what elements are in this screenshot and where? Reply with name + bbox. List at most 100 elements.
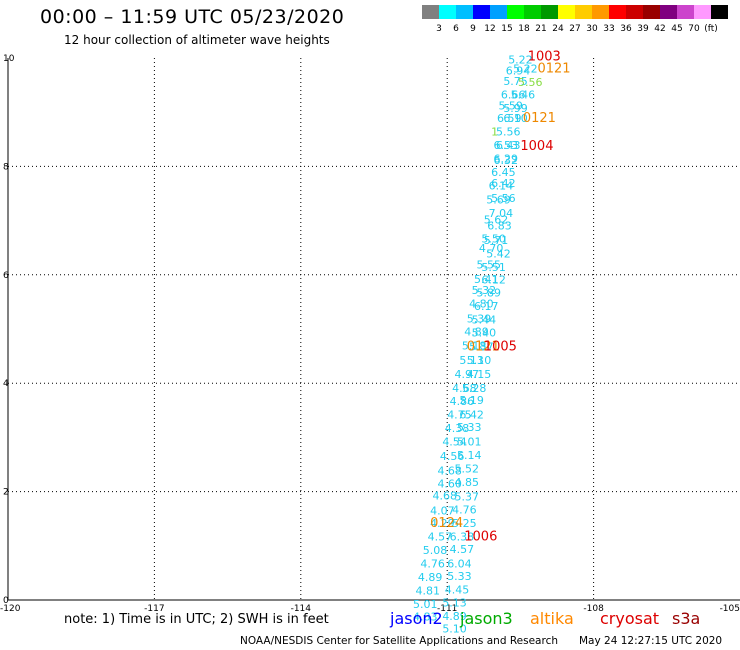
data-label-jason2: 5.08 [423,544,448,557]
data-label-jason2: 5.89 [476,286,501,299]
data-label-altika: 0121 [467,340,500,355]
data-label-jason2: 5.39 [467,312,492,325]
legend-s3a: s3a [672,609,701,628]
data-label-jason2: 5.37 [469,341,494,354]
data-label-jason2: 4.81 [415,585,440,598]
colorbar-swatch [609,5,626,19]
data-label-jason2: 6.94 [506,64,531,77]
data-label-jason2: 5.19 [459,394,484,407]
data-label-jason2: 5.46 [511,89,536,102]
y-tick-label: 4 [3,379,9,389]
data-label-jason2: 5.40 [472,327,497,340]
data-label-jason2: 4.45 [445,583,470,596]
data-label-jason2: 4.76 [420,557,445,570]
data-label-altika: 0121 [537,62,570,77]
chart-title: 00:00 – 11:59 UTC 05/23/2020 [40,6,345,28]
x-tick-label: -114 [291,604,312,614]
data-label-jason2: 4.70 [479,242,504,255]
data-label-jason2: 4.68 [437,464,462,477]
data-label-jason2: 6.42 [491,177,516,190]
data-label-jason2: 6.83 [487,219,512,232]
data-label-jason2: 5.50 [481,232,506,245]
colorbar-swatch [507,5,524,19]
data-label-jason2: 5.71 [484,234,509,247]
data-label-jason2: 5.55 [476,258,501,271]
data-label-jason2: 4.57 [428,530,453,543]
data-label-jason2: 4.86 [450,395,475,408]
x-tick-label: -111 [437,604,457,614]
data-label-jason2: 4.85 [455,476,480,489]
data-label-jason2: 6.42 [459,408,484,421]
legend-jason2: jason2 [390,609,443,628]
data-label-jason2: 5.22 [508,53,533,66]
colorbar-swatch [524,5,541,19]
generated-timestamp: May 24 12:27:15 UTC 2020 [579,635,723,647]
colorbar-swatch [677,5,694,19]
colorbar-label: 18 [518,24,530,34]
colorbar-label: 15 [501,24,512,34]
data-label-jason2: 5.59 [498,99,523,112]
data-label-cryosat: 1003 [528,50,561,65]
colorbar-swatch [541,5,558,19]
data-label-jason2: 4.56 [440,450,465,463]
y-tick-label: 2 [3,488,9,498]
colorbar-swatch [694,5,711,19]
data-label-altika: 0121 [523,111,556,126]
y-tick-label: 0 [3,596,9,606]
legend-jason3: jason3 [460,609,513,628]
data-label-jason2: 6.66 [501,89,526,102]
data-label-jason3: 1 [491,126,498,139]
colorbar-label: 42 [654,24,665,34]
data-label-jason2: 4.07 [430,504,455,517]
colorbar-label: 21 [535,24,546,34]
colorbar-label: 9 [470,24,476,34]
x-tick-label: -117 [144,604,164,614]
data-label-jason3: 5.56 [518,76,543,89]
legend-altika: altika [530,609,574,628]
data-label-jason2: 6.14 [489,180,514,193]
x-tick-label: -120 [0,604,21,614]
data-label-jason2: 5.01 [457,436,482,449]
y-tick-label: 10 [3,54,15,64]
data-label-jason2: 5.10 [442,623,467,636]
data-label-jason2: 5.42 [486,247,511,260]
colorbar-label: (ft) [704,24,718,34]
colorbar-label: 39 [637,24,649,34]
data-label-jason2: 6.53 [494,139,519,152]
data-label-jason2: 6.12 [481,273,506,286]
data-label-jason2: 4.15 [467,368,492,381]
colorbar-swatch [575,5,592,19]
data-label-jason2: 5.33 [457,421,482,434]
data-label-jason2: 5.14 [457,449,482,462]
data-label-jason2: 5.75 [503,75,528,88]
data-label-jason2: 5.13 [442,597,467,610]
data-label-jason2: 6.04 [447,557,472,570]
data-label-jason2: 5.62 [484,213,509,226]
data-label-jason2: 5.10 [467,354,492,367]
data-label-jason2: 4.68 [452,382,477,395]
data-label-jason2: 5.22 [513,63,538,76]
data-label-jason2: 6.38 [450,530,475,543]
data-label-jason2: 6.10 [503,112,528,125]
data-label-jason2: 4.89 [464,326,489,339]
colorbar-label: 24 [552,24,564,34]
colorbar-label: 70 [688,24,700,34]
data-label-jason2: 5.32 [472,284,497,297]
data-label-jason2: 5.33 [447,570,472,583]
colorbar-label: 30 [586,24,598,34]
data-label-jason2: 6.59 [497,112,522,125]
data-label-jason2: 4.29 [430,517,455,530]
colorbar-label: 36 [620,24,632,34]
x-tick-label: -108 [583,604,604,614]
data-label-jason2: 4.76 [452,503,477,516]
data-label-jason2: 4.68 [433,490,458,503]
data-label-jason2: 4.80 [469,297,494,310]
data-label-jason2: 6.29 [494,153,519,166]
data-label-jason2: 4.83 [413,611,438,624]
color-scale-legend: 3 6 9 12 15 18 21 24 27 30 33 36 39 42 45 70 (ft) [422,5,728,34]
data-label-jason2: 5.13 [459,354,484,367]
colorbar-label: 12 [484,24,495,34]
data-label-cryosat: 1004 [520,139,553,154]
colorbar-swatch [422,5,439,19]
